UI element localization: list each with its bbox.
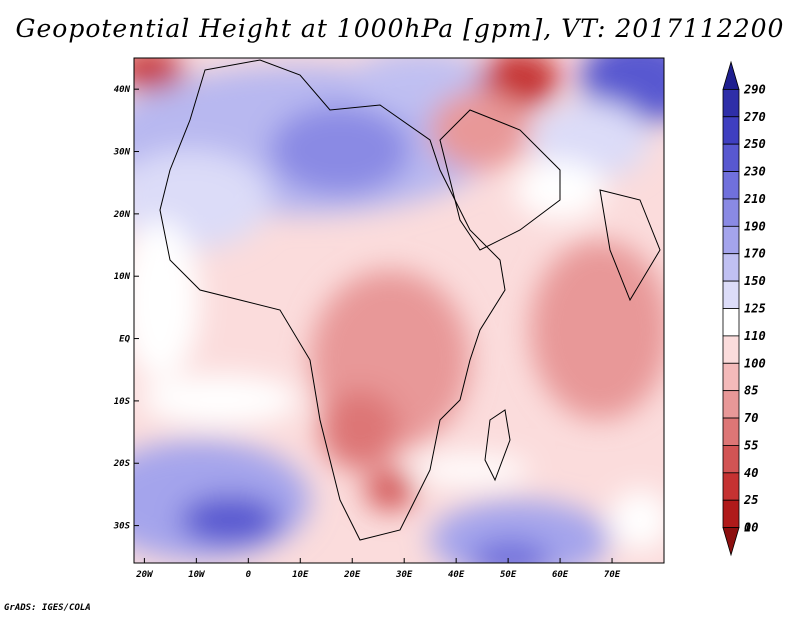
colorbar-swatch — [722, 280, 740, 309]
lat-tick-label: 20N — [113, 210, 131, 220]
lon-tick-label: 50E — [500, 570, 517, 580]
arabia-coastline — [439, 109, 561, 251]
lon-tick-label: 70E — [604, 570, 621, 580]
lon-tick-label: 10W — [188, 570, 206, 580]
colorbar-swatch — [722, 198, 740, 227]
colorbar-swatch — [722, 390, 740, 419]
colorbar-label: 85 — [744, 384, 758, 398]
lat-tick-label: 10N — [114, 272, 131, 282]
colorbar-swatch — [722, 445, 740, 474]
colorbar-label: 70 — [744, 411, 758, 425]
africa-coastline — [159, 59, 506, 541]
colorbar-label: 230 — [743, 165, 766, 179]
colorbar-label: 40 — [744, 466, 758, 480]
colorbar-swatch — [722, 116, 740, 145]
lon-tick-label: 40E — [448, 570, 465, 580]
colorbar-swatch — [722, 417, 740, 446]
lat-tick-label: EQ — [119, 335, 130, 345]
colorbar-swatch — [722, 60, 740, 90]
lon-tick-label: 20E — [343, 570, 361, 580]
colorbar-swatch — [722, 253, 740, 282]
lon-tick-label: 60E — [552, 570, 569, 580]
colorbar-label: 170 — [744, 247, 766, 261]
latitude-axis: 40N 30N 20N 10N EQ 10S 20S 30S — [113, 85, 139, 532]
colorbar-label: 55 — [744, 438, 758, 452]
colorbar-swatch — [722, 143, 740, 172]
lon-tick-label: 20W — [135, 570, 154, 580]
colorbar-label: 210 — [743, 192, 766, 206]
grads-credit: GrADS: IGES/COLA — [4, 603, 91, 613]
colorbar-label: 290 — [743, 82, 766, 96]
colorbar-label: 110 — [744, 329, 766, 343]
map-title: Geopotential Height at 1000hPa [gpm], VT… — [15, 14, 785, 43]
colorbar-swatch — [722, 472, 740, 501]
colorbar-label: 250 — [743, 137, 766, 151]
plot-frame — [133, 57, 665, 564]
colorbar-label: 150 — [744, 274, 766, 288]
colorbar-swatch — [722, 225, 740, 255]
colorbar-label: 0 — [744, 521, 751, 535]
madagascar-coastline — [484, 409, 511, 482]
colorbar-label: 25 — [743, 493, 758, 507]
lon-tick-label: 0 — [246, 570, 252, 580]
lon-tick-label: 30E — [395, 570, 413, 580]
colorbar-label: 125 — [744, 302, 766, 316]
india-coastline — [599, 189, 661, 302]
lat-tick-label: 20S — [113, 459, 131, 469]
colorbar-swatch — [722, 171, 740, 200]
colorbar-swatch — [722, 362, 740, 392]
lat-tick-label: 40N — [114, 85, 131, 95]
colorbar-swatch — [722, 308, 740, 337]
longitude-axis: 20W 10W 0 10E 20E 30E 40E 50E 60E 70E — [135, 558, 621, 580]
colorbar-label: 10 — [744, 521, 758, 535]
colorbar-swatch — [722, 499, 740, 529]
colorbar-label: 270 — [743, 110, 766, 124]
lat-tick-label: 10S — [114, 397, 131, 407]
colorbar-swatch — [722, 335, 740, 364]
lat-tick-label: 30N — [113, 148, 131, 158]
colorbar-swatch — [722, 88, 740, 118]
colorbar-label: 190 — [744, 219, 766, 233]
colorbar-swatch — [722, 527, 740, 557]
colorbar-label: 100 — [744, 356, 766, 370]
lon-tick-label: 10E — [292, 570, 309, 580]
lat-tick-label: 30S — [113, 522, 131, 532]
